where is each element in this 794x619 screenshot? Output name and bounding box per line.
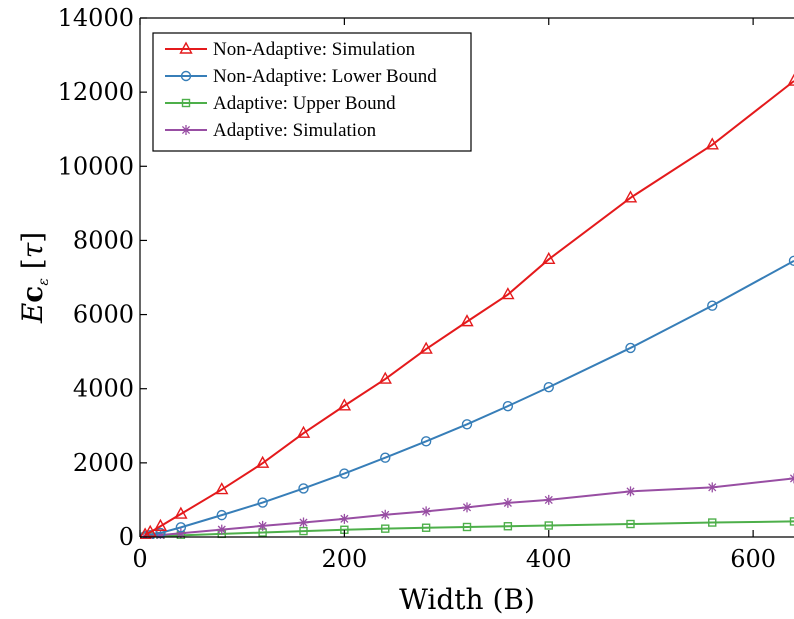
y-axis-label: Ecε [τ]: [16, 232, 52, 324]
data-point-adaptive-upper-bound: [708, 518, 717, 527]
y-tick-label: 4000: [73, 375, 134, 403]
data-point-non-adaptive-lower-bound: [298, 483, 309, 494]
x-tick-label: 600: [730, 545, 776, 573]
data-point-non-adaptive-simulation: [542, 251, 556, 265]
data-point-non-adaptive-simulation: [337, 398, 352, 411]
data-point-adaptive-simulation: [421, 506, 432, 517]
data-point-adaptive-simulation: [298, 517, 309, 528]
data-point-non-adaptive-lower-bound: [175, 522, 187, 533]
series-adaptive-upper-bound: [140, 517, 794, 539]
data-point-non-adaptive-simulation: [419, 341, 433, 354]
data-point-non-adaptive-simulation: [460, 314, 474, 327]
data-point-adaptive-simulation: [789, 473, 794, 484]
y-axis-label-part: E: [16, 303, 49, 324]
data-point-non-adaptive-simulation: [215, 482, 229, 495]
data-point-adaptive-simulation: [462, 502, 472, 513]
data-point-adaptive-simulation: [502, 497, 513, 508]
data-point-non-adaptive-lower-bound: [420, 436, 432, 447]
data-point-adaptive-upper-bound: [503, 522, 513, 531]
legend-swatch-marker: [179, 41, 193, 54]
data-point-adaptive-upper-bound: [462, 522, 472, 532]
legend-box: [152, 32, 472, 152]
data-point-non-adaptive-simulation: [623, 190, 638, 203]
data-point-adaptive-simulation: [543, 494, 554, 505]
y-axis-label-part: c: [16, 286, 49, 303]
y-axis-label-part: ε: [36, 278, 52, 286]
data-point-adaptive-simulation: [175, 528, 186, 539]
data-point-non-adaptive-simulation: [296, 425, 311, 438]
y-tick-label: 8000: [73, 226, 134, 254]
series-line-non-adaptive-lower-bound: [144, 259, 794, 538]
series-adaptive-simulation: [140, 473, 794, 539]
series-layer: [140, 73, 794, 539]
series-line-adaptive-simulation: [145, 477, 794, 538]
legend-entry-non-adaptive-lower-bound: Non-Adaptive: Lower Bound: [165, 66, 437, 87]
data-point-non-adaptive-lower-bound: [461, 419, 473, 430]
data-point-adaptive-simulation: [380, 509, 391, 520]
data-point-non-adaptive-lower-bound: [380, 452, 391, 463]
legend-label: Non-Adaptive: Simulation: [213, 39, 416, 60]
legend-swatch-marker: [181, 125, 191, 135]
x-tick-label: 0: [132, 545, 147, 573]
y-tick-label: 14000: [58, 4, 134, 32]
axes-layer: 0 200 400 600020004000600080001000012000140…: [58, 4, 794, 573]
series-non-adaptive-lower-bound: [140, 255, 794, 539]
legend-entry-non-adaptive-simulation: Non-Adaptive: Simulation: [165, 39, 416, 60]
data-point-non-adaptive-lower-bound: [339, 468, 350, 479]
data-point-non-adaptive-lower-bound: [216, 509, 227, 521]
data-point-adaptive-simulation: [216, 524, 227, 535]
data-point-non-adaptive-simulation: [153, 518, 168, 531]
x-tick-label: 400: [526, 545, 572, 573]
series-line-adaptive-upper-bound: [145, 520, 794, 538]
data-point-non-adaptive-lower-bound: [707, 300, 718, 311]
legend-entry-adaptive-upper-bound: Adaptive: Upper Bound: [165, 93, 396, 114]
y-axis-label-part: [: [16, 258, 49, 278]
data-point-non-adaptive-simulation: [378, 371, 392, 384]
data-point-adaptive-simulation: [625, 486, 636, 497]
data-point-non-adaptive-lower-bound: [543, 382, 554, 393]
data-point-adaptive-upper-bound: [299, 526, 308, 536]
series-line-non-adaptive-simulation: [144, 80, 794, 536]
legend: Non-Adaptive: Simulation Non-Adaptive: Lo…: [152, 32, 472, 152]
y-tick-label: 2000: [73, 449, 134, 477]
legend-swatch-marker: [181, 98, 191, 108]
x-axis-label: Width (B): [399, 583, 535, 616]
data-point-non-adaptive-simulation: [255, 455, 270, 468]
data-point-non-adaptive-lower-bound: [257, 497, 268, 508]
x-tick-label: 200: [321, 545, 367, 573]
legend-entry-adaptive-simulation: Adaptive: Simulation: [165, 120, 377, 141]
data-point-adaptive-simulation: [339, 513, 350, 524]
data-point-adaptive-upper-bound: [544, 521, 553, 530]
legend-label: Adaptive: Simulation: [213, 120, 377, 141]
y-tick-label: 6000: [73, 301, 134, 329]
data-point-non-adaptive-simulation: [705, 137, 719, 150]
legend-label: Adaptive: Upper Bound: [213, 93, 396, 114]
data-point-non-adaptive-simulation: [174, 506, 188, 519]
data-point-non-adaptive-lower-bound: [502, 400, 514, 412]
y-axis-label-part: ]: [16, 232, 49, 243]
series-non-adaptive-simulation: [140, 73, 794, 539]
data-point-non-adaptive-simulation: [140, 527, 152, 539]
y-tick-label: 10000: [58, 152, 134, 180]
legend-swatch-marker: [180, 70, 192, 82]
data-point-adaptive-upper-bound: [626, 519, 635, 529]
data-point-adaptive-upper-bound: [789, 517, 794, 526]
data-point-non-adaptive-simulation: [787, 73, 794, 86]
data-point-adaptive-upper-bound: [421, 523, 431, 532]
data-point-adaptive-simulation: [707, 482, 718, 493]
data-point-adaptive-simulation: [257, 520, 268, 531]
data-point-non-adaptive-simulation: [501, 287, 515, 300]
y-axis-label-part: τ: [16, 242, 49, 258]
data-point-adaptive-upper-bound: [381, 524, 390, 533]
data-point-non-adaptive-lower-bound: [788, 255, 794, 267]
y-tick-label: 12000: [58, 78, 134, 106]
data-point-non-adaptive-simulation: [143, 524, 157, 537]
y-tick-label: 0: [119, 523, 134, 551]
data-point-adaptive-simulation: [155, 530, 166, 539]
legend-label: Non-Adaptive: Lower Bound: [213, 66, 437, 87]
data-point-non-adaptive-lower-bound: [625, 342, 636, 354]
